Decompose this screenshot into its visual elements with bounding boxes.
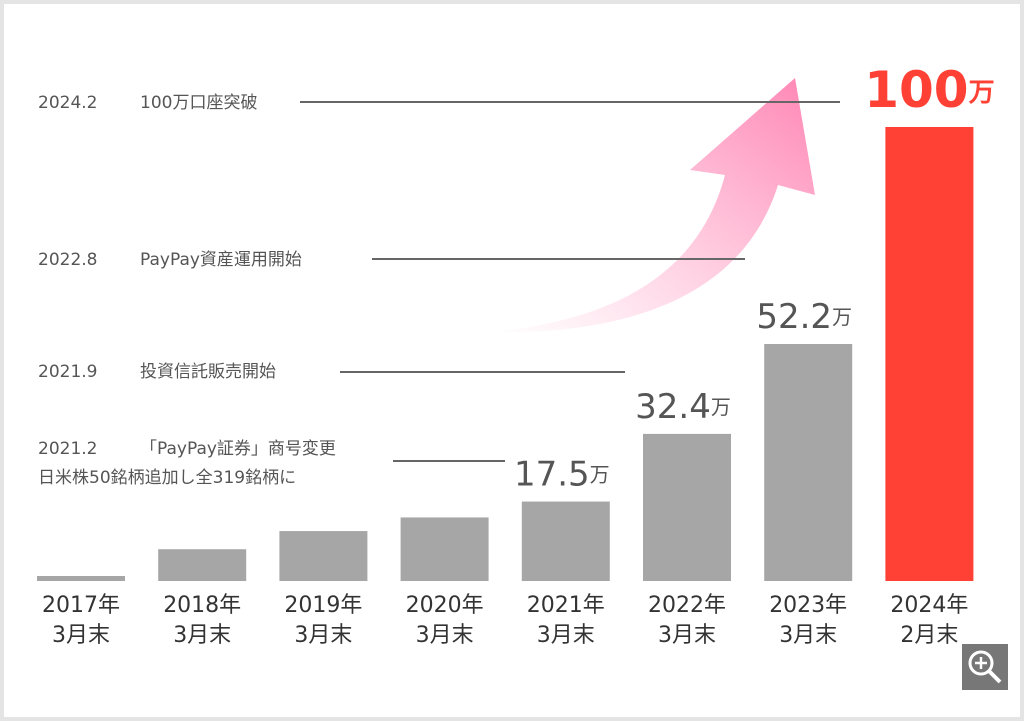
value-number: 52.2 (756, 297, 832, 337)
annotation-date: 2022.8 (38, 250, 97, 270)
x-tick-label: 2018年 (163, 593, 241, 618)
value-unit: 万 (711, 394, 731, 418)
bar (400, 517, 489, 581)
bar (37, 576, 125, 581)
zoom-button[interactable] (962, 644, 1008, 690)
x-tick-label: 2024年 (890, 593, 968, 618)
annotation-date: 2024.2 (38, 93, 97, 113)
annotation-text: 100万口座突破 (140, 93, 257, 113)
value-label: 100万 (864, 61, 994, 119)
x-tick-label: 2021年 (527, 593, 605, 618)
value-unit: 万 (969, 78, 995, 108)
annotation-text: PayPay資産運用開始 (140, 250, 302, 270)
annotations: 2024.2 100万口座突破 2022.8 PayPay資産運用開始 2021… (38, 93, 840, 488)
bar (885, 127, 974, 581)
x-tick-label: 2月末 (900, 623, 958, 648)
zoom-icon[interactable] (987, 669, 1002, 684)
x-tick-label: 3月末 (779, 623, 837, 648)
zoom-icon[interactable] (968, 650, 994, 676)
x-tick-label: 2017年 (42, 593, 120, 618)
x-tick-label: 3月末 (537, 623, 595, 648)
x-tick-label: 3月末 (173, 623, 231, 648)
bar (764, 344, 853, 581)
value-label: 17.5万 (514, 454, 610, 494)
value-unit: 万 (832, 305, 852, 329)
x-tick-label: 2019年 (284, 593, 362, 618)
value-label: 52.2万 (756, 297, 852, 337)
value-label: 32.4万 (635, 386, 731, 426)
bar (279, 531, 368, 581)
bar (521, 501, 610, 581)
x-tick-label: 2020年 (406, 593, 484, 618)
annotation-text: 「PayPay証券」商号変更 (140, 439, 336, 459)
value-number: 100 (864, 61, 968, 119)
annotation-text: 日米株50銘柄追加し全319銘柄に (38, 468, 296, 488)
value-number: 32.4 (635, 386, 711, 426)
x-tick-label: 2023年 (769, 593, 847, 618)
zoom-bg[interactable] (962, 644, 1008, 690)
annotation-date: 2021.2 (38, 439, 97, 459)
x-tick-label: 3月末 (658, 623, 716, 648)
value-unit: 万 (590, 462, 610, 486)
annotation-date: 2021.9 (38, 362, 97, 382)
x-tick-label: 3月末 (416, 623, 474, 648)
bar (158, 549, 247, 581)
x-tick-label: 3月末 (52, 623, 110, 648)
x-tick-label: 3月末 (294, 623, 352, 648)
value-number: 17.5 (514, 454, 590, 494)
growth-arrow (490, 78, 815, 333)
annotation-text: 投資信託販売開始 (140, 362, 276, 382)
x-tick-label: 2022年 (648, 593, 726, 618)
bar (643, 433, 731, 581)
